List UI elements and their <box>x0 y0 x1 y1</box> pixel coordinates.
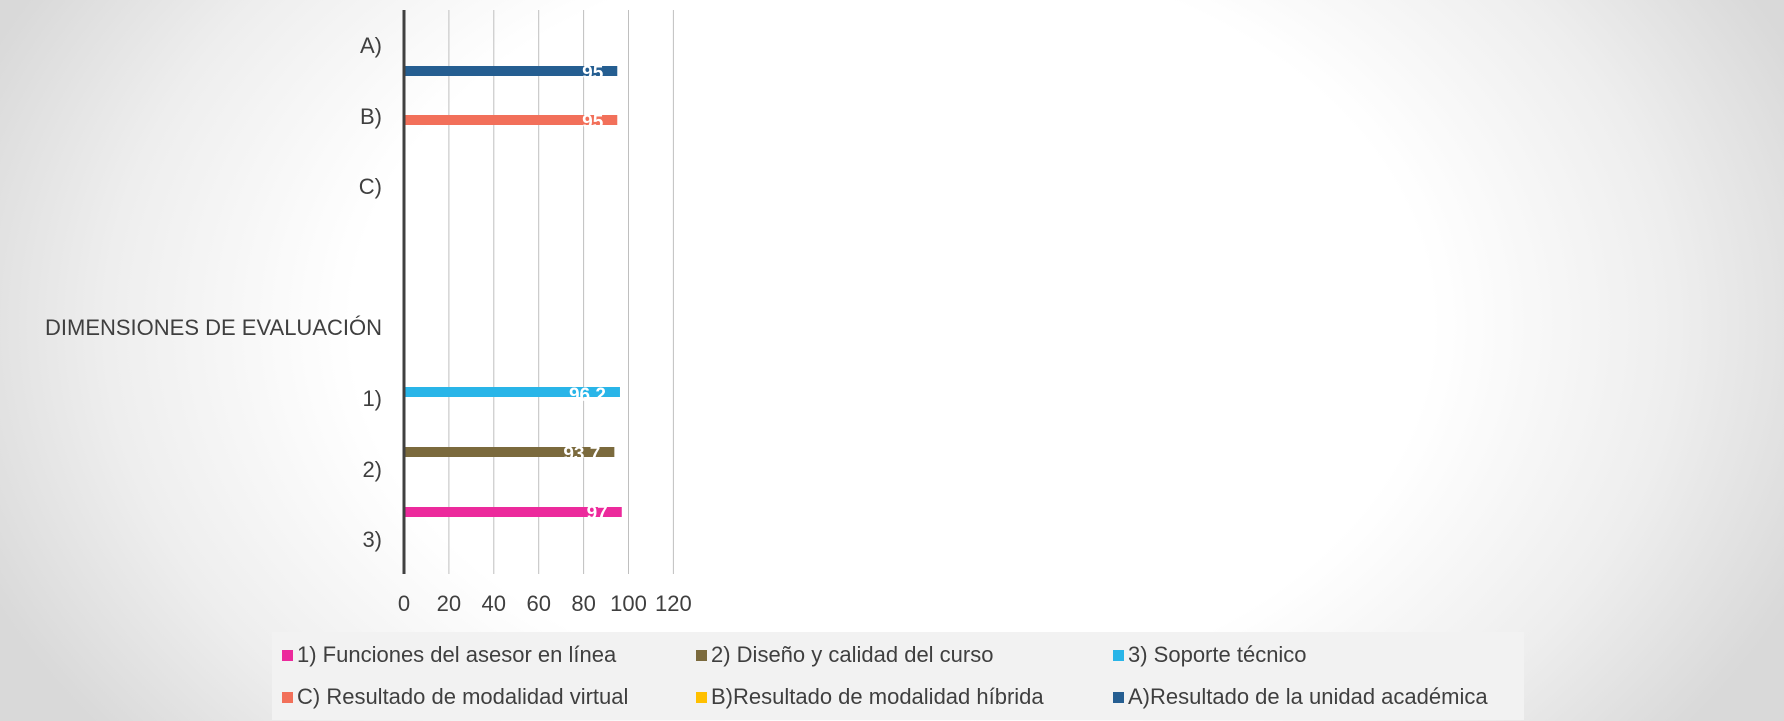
data-label-2: 95 <box>582 112 604 133</box>
legend-item-6: A)Resultado de la unidad académica <box>1113 684 1488 710</box>
legend-swatch-4 <box>282 691 293 703</box>
data-label-1: 95 <box>582 63 604 84</box>
data-label-4: 96.2 <box>569 385 606 406</box>
legend-label-5: B)Resultado de modalidad híbrida <box>711 684 1044 709</box>
data-label-6: 97 <box>587 503 608 524</box>
data-label-5: 93.7 <box>563 444 600 465</box>
bar-5 <box>404 447 615 457</box>
legend-item-1: 1) Funciones del asesor en línea <box>282 642 616 668</box>
category-label-1: A) <box>360 33 382 58</box>
x-tick-label-0: 0 <box>398 591 410 616</box>
chart-legend: 1) Funciones del asesor en línea 2) Dise… <box>272 632 1524 720</box>
legend-swatch-5 <box>696 691 707 703</box>
category-label-6: 3) <box>362 527 382 552</box>
legend-item-3: 3) Soporte técnico <box>1113 642 1307 668</box>
legend-item-5: B)Resultado de modalidad híbrida <box>696 684 1044 710</box>
legend-swatch-2 <box>696 649 707 661</box>
data-label-3: 0 <box>415 194 426 215</box>
bar-chart: 0 20 40 60 80 100 120 A) B) C) 1) 2) 3) DIMENSIONES D… <box>45 10 692 616</box>
legend-label-2: 2) Diseño y calidad del curso <box>711 642 994 667</box>
x-tick-label-120: 120 <box>655 591 692 616</box>
bar-1 <box>404 66 618 76</box>
legend-item-2: 2) Diseño y calidad del curso <box>696 642 993 668</box>
bar-2 <box>404 115 618 125</box>
legend-swatch-6 <box>1113 691 1124 703</box>
legend-label-3: 3) Soporte técnico <box>1128 642 1307 667</box>
x-tick-label-80: 80 <box>571 591 595 616</box>
legend-label-6: A)Resultado de la unidad académica <box>1128 684 1488 709</box>
legend-item-4: C) Resultado de modalidad virtual <box>282 684 628 710</box>
bar-4 <box>404 387 620 397</box>
legend-label-1: 1) Funciones del asesor en línea <box>297 642 617 667</box>
y-axis-title: DIMENSIONES DE EVALUACIÓN <box>45 315 382 340</box>
x-tick-label-40: 40 <box>482 591 506 616</box>
category-label-3: C) <box>359 174 382 199</box>
category-label-4: 1) <box>362 386 382 411</box>
category-label-2: B) <box>360 104 382 129</box>
legend-swatch-1 <box>282 649 293 661</box>
bar-6 <box>404 507 622 517</box>
x-tick-label-20: 20 <box>437 591 461 616</box>
category-label-5: 2) <box>362 457 382 482</box>
x-tick-label-60: 60 <box>526 591 550 616</box>
legend-swatch-3 <box>1113 649 1124 661</box>
legend-label-4: C) Resultado de modalidad virtual <box>297 684 629 709</box>
x-tick-label-100: 100 <box>610 591 647 616</box>
